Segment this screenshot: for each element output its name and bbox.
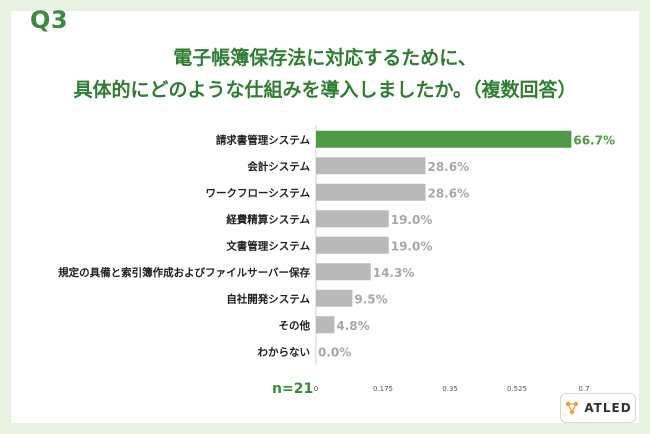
brand-name: ATLED <box>584 401 632 415</box>
bar <box>316 210 389 228</box>
data-label: 28.6% <box>427 186 469 200</box>
x-tick-label: 0.35 <box>442 385 458 393</box>
category-label: 自社開発システム <box>226 292 310 305</box>
x-tick-label: 0 <box>314 385 318 393</box>
data-label: 14.3% <box>373 266 415 280</box>
x-tick-label: 0.525 <box>507 385 527 393</box>
category-label: 文書管理システム <box>225 239 310 252</box>
category-label: 経費精算システム <box>226 213 310 226</box>
question-label: Q3 <box>30 6 69 34</box>
data-label: 19.0% <box>391 239 433 253</box>
sample-size-label: n=21 <box>272 381 314 397</box>
data-label: 0.0% <box>318 345 351 359</box>
bar <box>316 289 353 307</box>
bar <box>316 263 371 281</box>
category-label: わからない <box>258 346 311 358</box>
x-tick-label: 0.175 <box>373 385 393 393</box>
atled-logo-icon <box>566 401 579 415</box>
bar <box>316 183 426 201</box>
category-label: 会計システム <box>247 160 310 173</box>
x-tick-label: 0.7 <box>578 385 589 393</box>
bar <box>316 157 426 175</box>
bar <box>316 130 572 148</box>
bar <box>316 316 335 334</box>
brand-logo: ATLED <box>560 393 636 423</box>
data-label: 19.0% <box>391 213 433 227</box>
category-label: 規定の具備と索引簿作成およびファイルサーバー保存 <box>58 266 310 279</box>
bar <box>316 236 389 254</box>
data-label: 9.5% <box>354 292 387 306</box>
data-label: 66.7% <box>573 133 615 147</box>
data-label: 28.6% <box>427 160 469 174</box>
chart-title-line1: 電子帳簿保存法に対応するために、 <box>173 47 477 69</box>
chart-title-line2: 具体的にどのような仕組みを導入しましたか。（複数回答） <box>73 79 577 101</box>
category-label: 請求書管理システム <box>216 133 311 146</box>
category-label: その他 <box>279 319 311 332</box>
category-label: ワークフローシステム <box>206 187 311 199</box>
data-label: 4.8% <box>336 319 369 333</box>
